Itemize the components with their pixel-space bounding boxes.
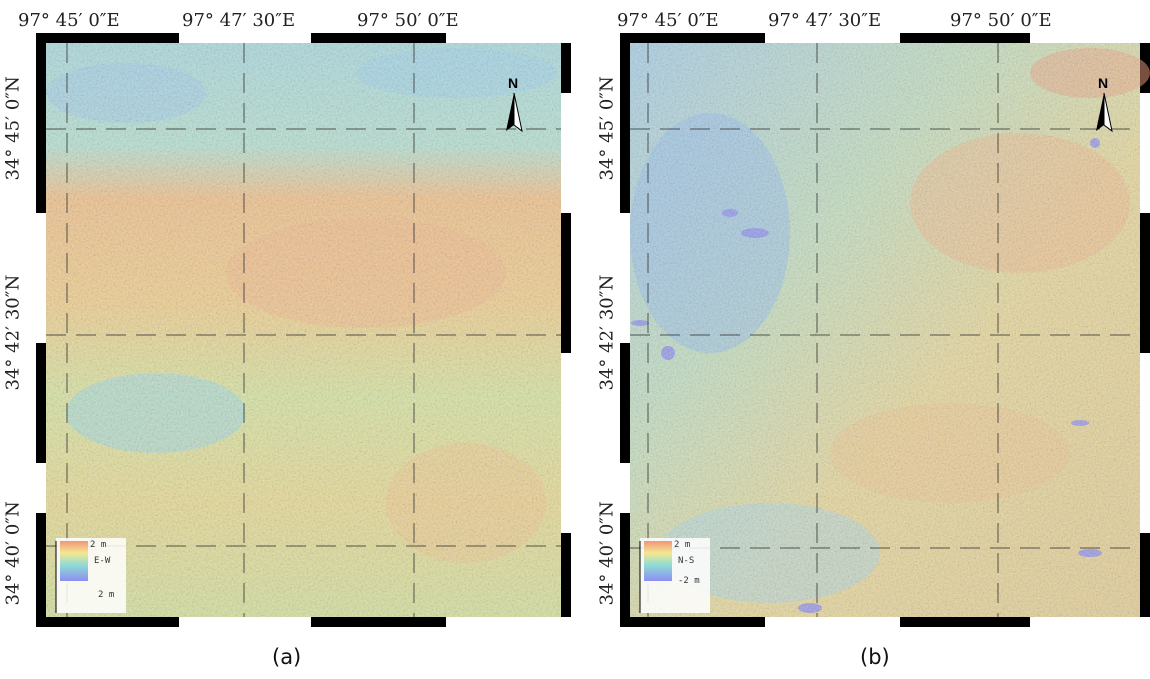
deformation-map-ns: N 2 m N-S -2 m [620, 33, 1150, 627]
lon-label-3: 97° 50′ 0″E [950, 10, 1052, 31]
caption-b: (b) [860, 645, 890, 669]
legend-component: E-W [94, 556, 111, 566]
lon-label-3: 97° 50′ 0″E [357, 10, 459, 31]
color-legend: 2 m E-W 2 m [55, 538, 126, 613]
color-legend: 2 m N-S -2 m [639, 538, 710, 613]
lat-label-2: 34° 42′ 30″N [2, 274, 24, 391]
lon-label-2: 97° 47′ 30″E [182, 10, 296, 31]
lat-label-1: 34° 45′ 0″N [596, 76, 618, 181]
north-label: N [1098, 75, 1108, 91]
north-arrow-icon [1096, 92, 1113, 133]
legend-max: 2 m [674, 540, 690, 550]
legend-max: 2 m [90, 540, 106, 550]
caption-a: (a) [272, 645, 302, 669]
legend-component: N-S [678, 556, 694, 566]
lon-label-1: 97° 45′ 0″E [18, 10, 120, 31]
map-panel-a: 97° 45′ 0″E 97° 47′ 30″E 97° 50′ 0″E 34°… [2, 10, 571, 669]
map-panel-b: 97° 45′ 0″E 97° 47′ 30″E 97° 50′ 0″E 34°… [575, 0, 1150, 679]
north-label: N [508, 75, 518, 91]
lat-label-1: 34° 45′ 0″N [2, 76, 24, 181]
legend-min: -2 m [678, 576, 700, 586]
lat-label-2: 34° 42′ 30″N [596, 274, 618, 391]
legend-min: 2 m [98, 590, 114, 600]
lon-label-1: 97° 45′ 0″E [617, 10, 719, 31]
lon-label-2: 97° 47′ 30″E [768, 10, 882, 31]
north-arrow-icon [506, 92, 523, 133]
lat-label-3: 34° 40′ 0″N [596, 501, 618, 606]
lat-label-3: 34° 40′ 0″N [2, 501, 24, 606]
deformation-map-ew: N 2 m E-W 2 m [36, 33, 571, 627]
